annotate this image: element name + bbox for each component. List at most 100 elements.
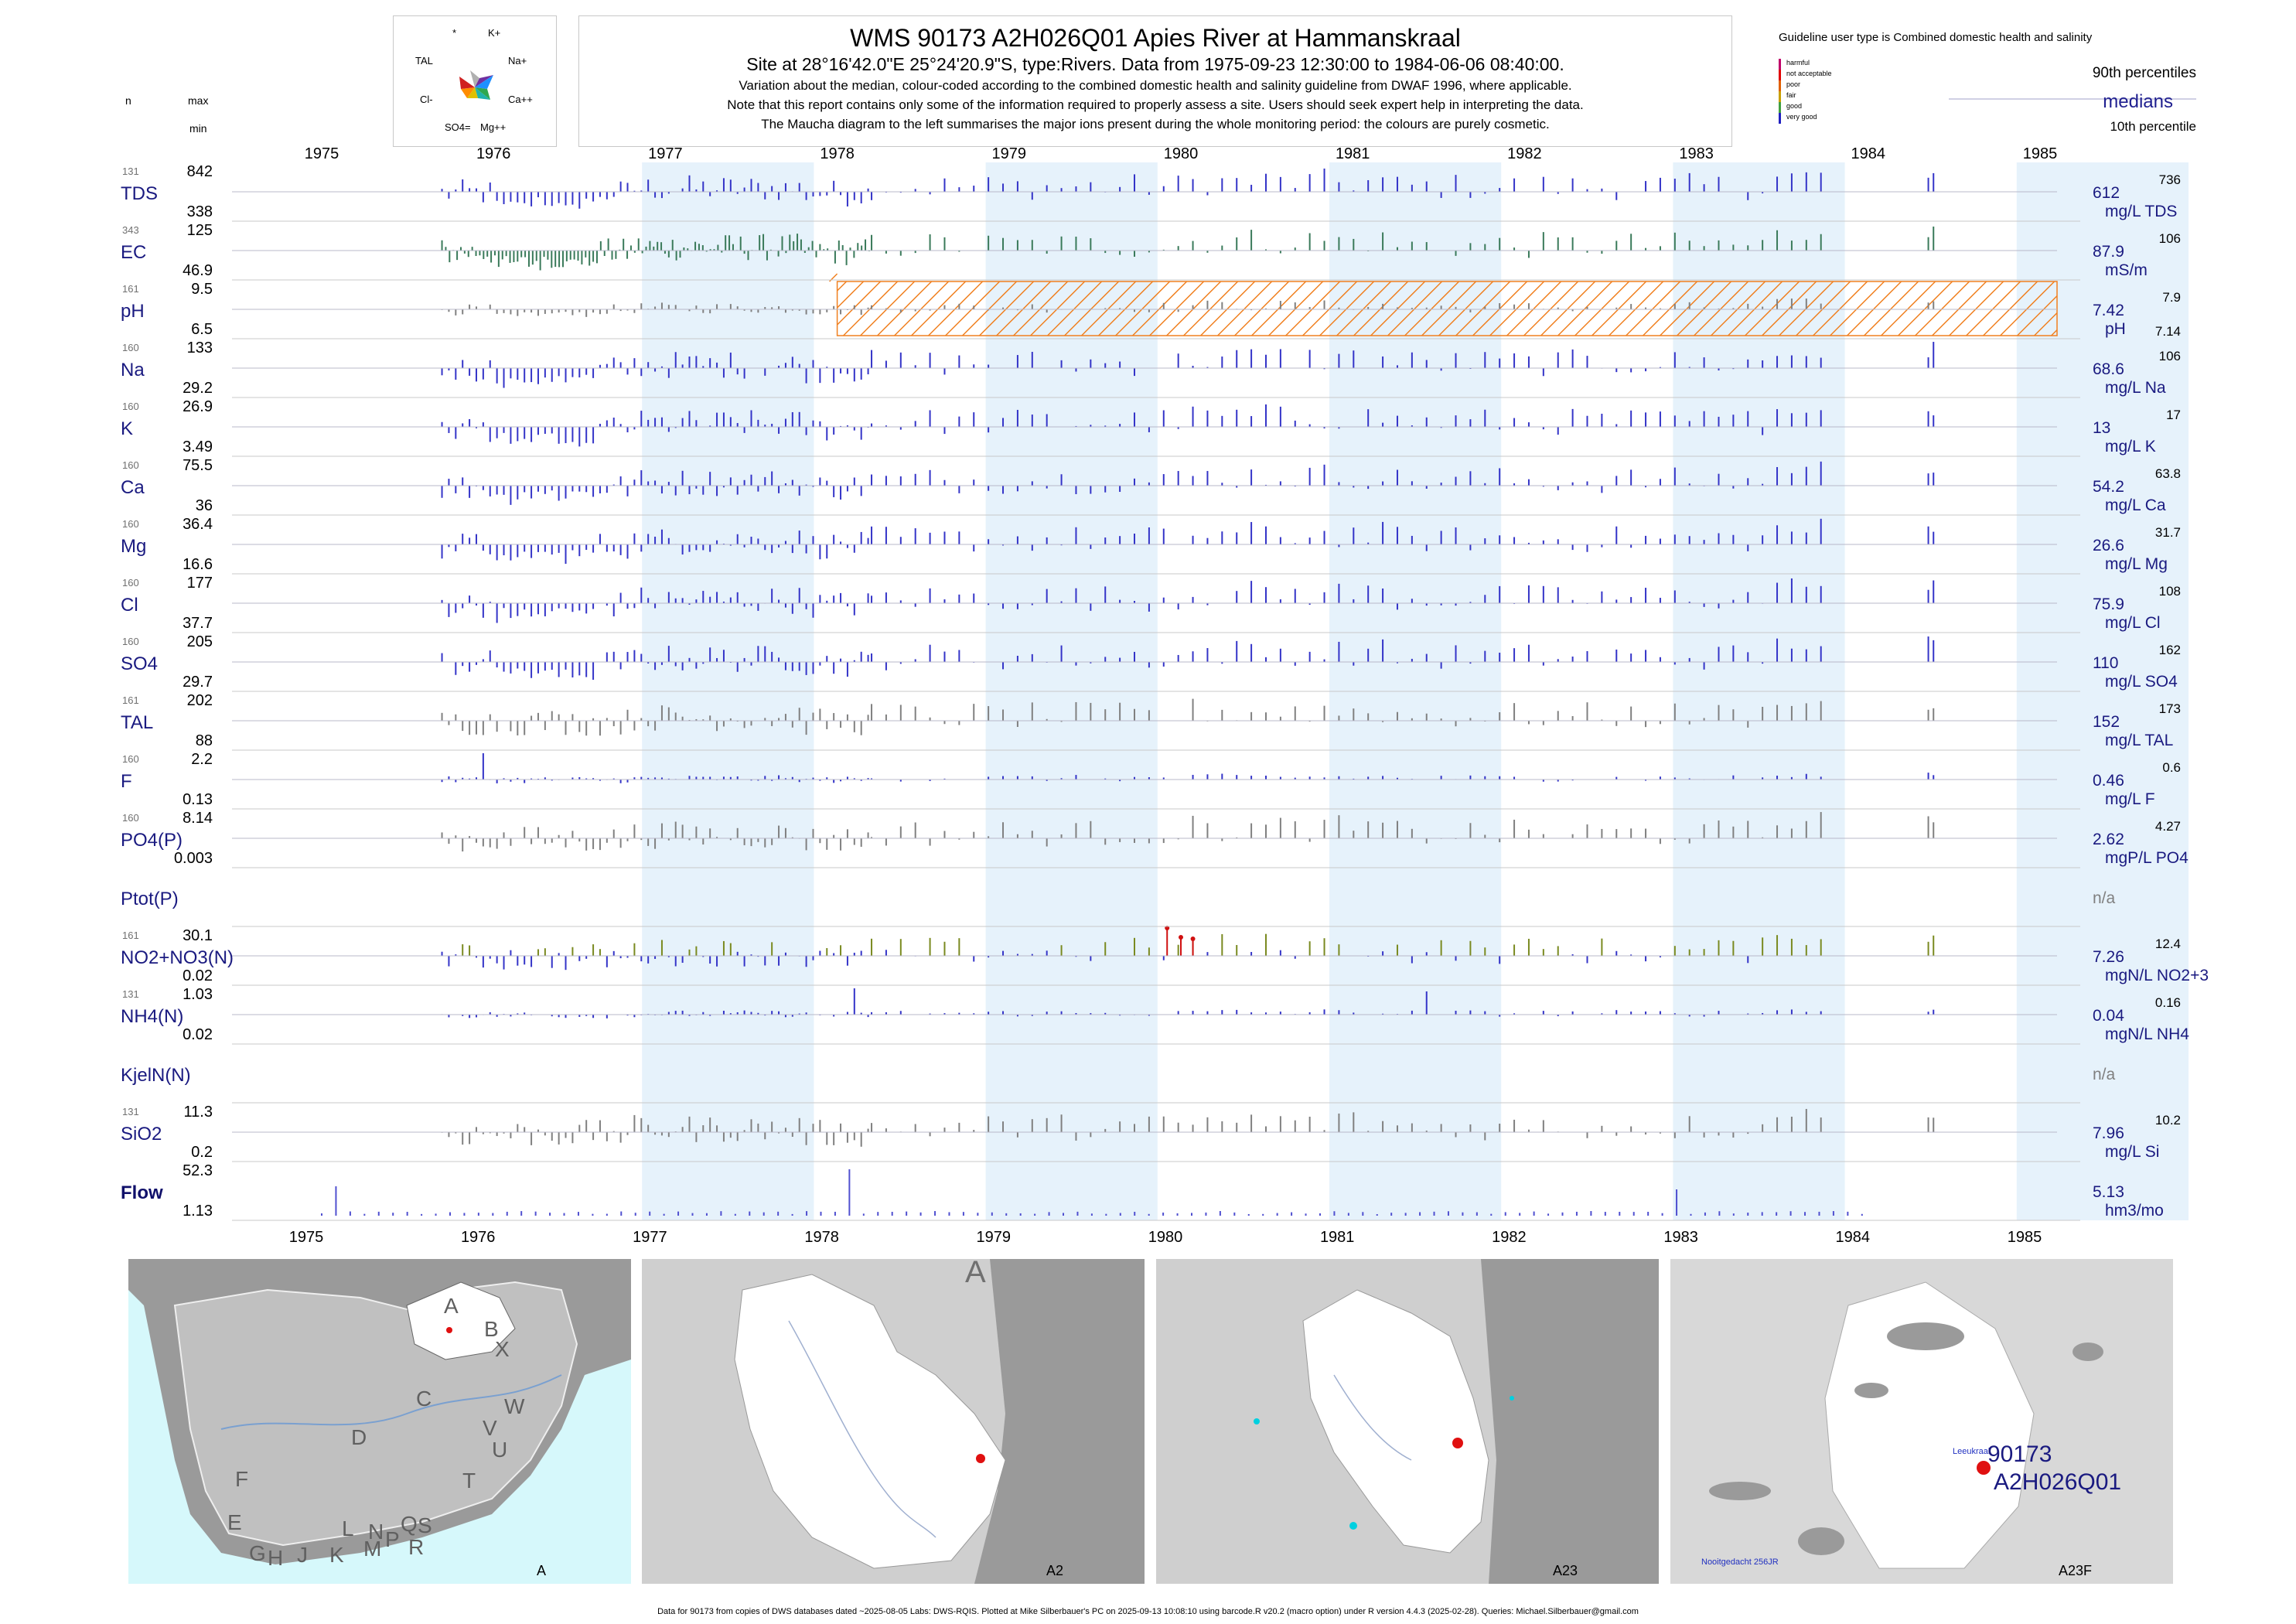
maucha-petal [475, 87, 490, 100]
ph-hatch-line [1047, 281, 1103, 336]
row-unit: mS/m [2105, 261, 2148, 279]
row-max: 125 [187, 222, 213, 239]
row-n: 131 [122, 1106, 139, 1117]
ph-hatch-line [1455, 281, 1511, 336]
maucha-label-k: K+ [488, 27, 500, 39]
row-parameter-label: Cl [121, 595, 138, 616]
drainage-region-letter: M [363, 1537, 381, 1561]
ph-hatch-line [1660, 281, 1715, 336]
ph-hatch-line [843, 281, 899, 336]
ph-hatch-line [1609, 281, 1664, 336]
map-a2: A A2 [642, 1259, 1145, 1584]
legend-category-label: good [1786, 102, 1802, 110]
catchment-a23f [1824, 1281, 2035, 1569]
ph-hatch-line [1523, 281, 1579, 336]
map-a23f-svg: Leeukraal Nooitgedacht 256JR 90173 A2H02… [1670, 1259, 2173, 1584]
row-max: 30.1 [183, 927, 213, 944]
row-n: 160 [122, 636, 139, 647]
ph-hatch-line [1949, 281, 2004, 336]
row-median: n/a [2093, 1066, 2116, 1083]
row-p90: 108 [2159, 584, 2181, 599]
min-header: min [189, 122, 207, 135]
footer-text: Data for 90173 from copies of DWS databa… [657, 1607, 1639, 1616]
legend-swatch [1779, 70, 1781, 80]
row-median: 612 [2093, 184, 2120, 202]
ph-hatch-line [1285, 281, 1341, 336]
region-a [406, 1281, 516, 1360]
row-median: n/a [2093, 889, 2116, 907]
row-unit: mg/L Si [2105, 1143, 2159, 1161]
year-tick-label: 1979 [977, 1229, 1012, 1246]
legend-swatch [1779, 102, 1781, 113]
row-min: 29.2 [183, 380, 213, 397]
row-min: 3.49 [183, 438, 213, 455]
row-parameter-label: K [121, 418, 133, 439]
ph-hatch-line [894, 281, 950, 336]
row-parameter-label: Mg [121, 536, 146, 557]
row-parameter-label: KjelN(N) [121, 1065, 191, 1086]
settlement [1798, 1527, 1844, 1555]
row-median: 7.26 [2093, 948, 2124, 966]
row-n: 160 [122, 812, 139, 824]
catchment-a23 [1302, 1289, 1489, 1554]
year-tick-label: 1978 [820, 145, 855, 162]
maucha-label-mg: Mg++ [480, 121, 506, 133]
row-min: 338 [187, 203, 213, 220]
site-code: A2H026Q01 [1994, 1469, 2121, 1495]
row-median: 26.6 [2093, 537, 2124, 554]
row-n: 160 [122, 577, 139, 589]
ph-hatch-line [1745, 281, 1800, 336]
map-a-label: A [536, 1563, 546, 1578]
row-median: 0.04 [2093, 1007, 2124, 1025]
ph-hatch-line [1081, 281, 1137, 336]
site-marker [976, 1454, 985, 1463]
river-orange [220, 1374, 562, 1430]
year-tick-label: 1981 [1336, 145, 1370, 162]
row-max: 177 [187, 575, 213, 592]
year-tick-label: 1983 [1663, 1229, 1698, 1246]
row-parameter-label: TAL [121, 712, 153, 733]
row-max: 11.3 [184, 1104, 213, 1121]
row-p10: 7.14 [2155, 324, 2181, 339]
ph-hatch-line [1098, 281, 1154, 336]
row-p90: 10.2 [2155, 1113, 2181, 1128]
row-p90: 173 [2159, 701, 2181, 716]
ph-hatch-line [837, 281, 865, 309]
maucha-petal [467, 87, 478, 98]
ph-hatch-line [1336, 281, 1392, 336]
row-unit: mg/L TAL [2105, 732, 2173, 749]
map-a23-svg [1156, 1259, 1659, 1584]
drainage-region-letter: X [495, 1337, 510, 1361]
drainage-region-letter: R [408, 1535, 424, 1559]
drainage-region-letter: E [227, 1510, 242, 1534]
row-parameter-label: SiO2 [121, 1124, 162, 1145]
ph-hatch-line [1489, 281, 1545, 336]
row-unit: mg/L F [2105, 790, 2155, 808]
row-unit: mgP/L PO4 [2105, 849, 2189, 867]
row-min: 29.7 [183, 674, 213, 691]
report-header: WMS 90173 A2H026Q01 Apies River at Hamma… [578, 15, 1732, 147]
legend-category-label: harmful [1786, 59, 1810, 67]
row-median: 75.9 [2093, 595, 2124, 613]
row-median: 7.96 [2093, 1124, 2124, 1142]
row-min: 16.6 [183, 556, 213, 573]
year-tick-label: 1978 [804, 1229, 839, 1246]
maucha-petal [475, 75, 493, 89]
map-a23-label: A23 [1552, 1563, 1578, 1578]
ph-hatch-line [1643, 281, 1698, 336]
year-tick-label: 1980 [1148, 1229, 1183, 1246]
row-median: 68.6 [2093, 360, 2124, 378]
year-tick-label: 1975 [289, 1229, 324, 1246]
drainage-region-letter: W [504, 1394, 525, 1418]
ph-hatch-line [2034, 312, 2058, 336]
year-tick-label: 1985 [2023, 145, 2058, 162]
year-tick-label: 1976 [461, 1229, 496, 1246]
report-title: WMS 90173 A2H026Q01 Apies River at Hamma… [850, 24, 1461, 52]
row-p90: 106 [2159, 231, 2181, 246]
row-max: 205 [187, 633, 213, 650]
row-n: 160 [122, 459, 139, 471]
ph-hatch-line [1217, 281, 1273, 336]
maucha-label-tal: TAL [415, 55, 433, 67]
